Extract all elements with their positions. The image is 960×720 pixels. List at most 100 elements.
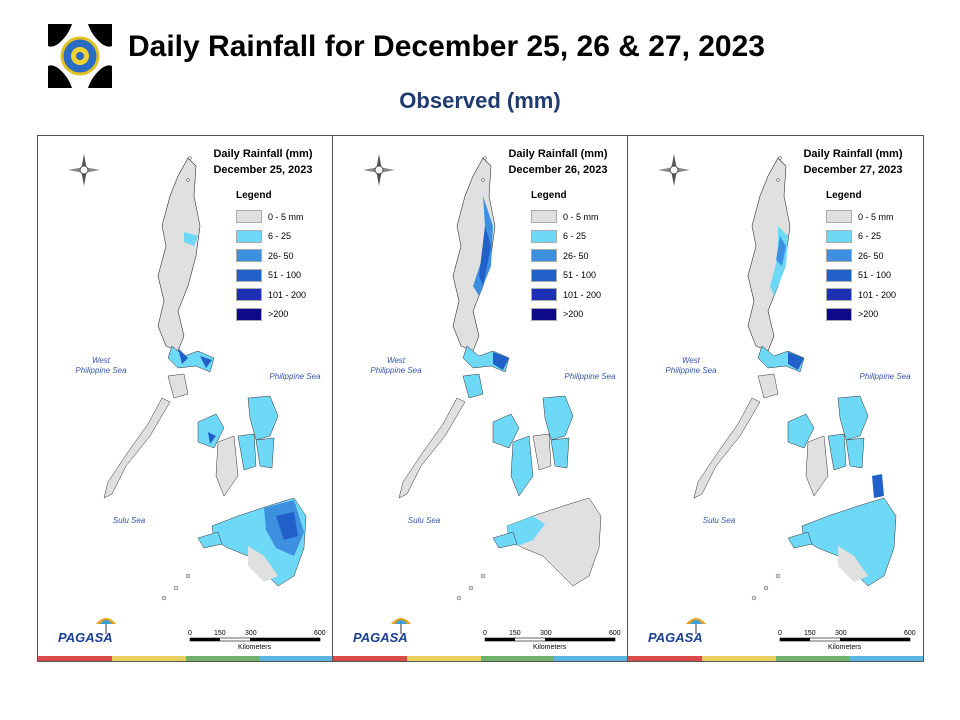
legend-item: 51 - 100 [236, 266, 331, 286]
legend-item: 51 - 100 [826, 266, 921, 286]
sea-label-west: West Philippine Sea [370, 356, 422, 375]
legend-item: 0 - 5 mm [236, 207, 331, 227]
panel-date: December 26, 2023 [508, 164, 608, 176]
legend-item: 26- 50 [236, 246, 331, 266]
philippines-map [103, 156, 321, 642]
scale-tick: 0 [188, 630, 192, 637]
legend-item: >200 [826, 305, 921, 325]
legend-label: 26- 50 [858, 250, 884, 261]
legend-item: 101 - 200 [236, 285, 331, 305]
legend-swatch [236, 210, 262, 224]
scale-tick: 600 [314, 630, 326, 637]
legend-title: Legend [236, 190, 272, 201]
page-title: Daily Rainfall for December 25, 26 & 27,… [128, 30, 765, 63]
rainfall-map-dec-27: Daily Rainfall (mm) December 27, 2023 Le… [628, 136, 923, 661]
legend-swatch [236, 307, 262, 321]
legend-swatch [531, 249, 557, 263]
legend-item: 101 - 200 [531, 285, 626, 305]
legend-label: >200 [563, 309, 584, 320]
legend-swatch [531, 307, 557, 321]
legend-item: 51 - 100 [531, 266, 626, 286]
scale-tick: 600 [609, 630, 621, 637]
scale-tick: 300 [540, 630, 552, 637]
legend-label: 6 - 25 [268, 231, 292, 242]
sea-label-west: West Philippine Sea [665, 356, 717, 375]
legend-swatch [826, 268, 852, 282]
legend-item: 6 - 25 [531, 227, 626, 247]
legend-label: 101 - 200 [563, 289, 602, 300]
legend-swatch [531, 288, 557, 302]
legend-swatch [826, 249, 852, 263]
legend-swatch [826, 288, 852, 302]
map-panels: Daily Rainfall (mm) December 25, 2023 Le… [37, 135, 924, 662]
legend-swatch [826, 229, 852, 243]
pagasa-logo [96, 618, 116, 634]
panel-title: Daily Rainfall (mm) December 27, 2023 [788, 146, 918, 178]
north-arrow-icon [658, 154, 690, 186]
panel-title-line1: Daily Rainfall (mm) [803, 148, 903, 160]
scale-unit: Kilometers [238, 644, 272, 651]
panel-date: December 25, 2023 [213, 164, 313, 176]
legend-item: 26- 50 [531, 246, 626, 266]
scale-unit: Kilometers [828, 644, 862, 651]
legend-title: Legend [826, 190, 862, 201]
legend-swatch [236, 268, 262, 282]
panel-title-line1: Daily Rainfall (mm) [213, 148, 313, 160]
legend: Legend 0 - 5 mm 6 - 25 26- 50 51 - 100 1… [826, 190, 921, 324]
rainfall-map-dec-26: Daily Rainfall (mm) December 26, 2023 Le… [333, 136, 628, 661]
sea-label-west: West Philippine Sea [75, 356, 127, 375]
page-subtitle: Observed (mm) [399, 88, 561, 113]
color-stripe [38, 656, 332, 661]
legend-label: >200 [858, 309, 879, 320]
legend-item: 0 - 5 mm [531, 207, 626, 227]
legend-item: >200 [531, 305, 626, 325]
legend-swatch [531, 229, 557, 243]
scale-tick: 600 [904, 630, 916, 637]
legend-label: 51 - 100 [563, 270, 597, 281]
scale-unit: Kilometers [533, 644, 567, 651]
legend-label: 101 - 200 [858, 289, 897, 300]
legend-label: 26- 50 [268, 250, 294, 261]
panel-date: December 27, 2023 [803, 164, 903, 176]
pagasa-logo [391, 618, 411, 634]
legend-label: 51 - 100 [858, 270, 892, 281]
pagasa-seal-logo [48, 24, 112, 88]
legend: Legend 0 - 5 mm 6 - 25 26- 50 51 - 100 1… [531, 190, 626, 324]
pagasa-wordmark: PAGASA [648, 630, 703, 645]
sea-label-sulu: Sulu Sea [112, 516, 146, 525]
scale-tick: 300 [835, 630, 847, 637]
panel-title-line1: Daily Rainfall (mm) [508, 148, 608, 160]
legend-title: Legend [531, 190, 567, 201]
scale-tick: 150 [509, 630, 521, 637]
pagasa-wordmark: PAGASA [353, 630, 408, 645]
scale-tick: 150 [214, 630, 226, 637]
philippines-map [693, 156, 911, 642]
color-stripe [628, 656, 923, 661]
legend-item: 6 - 25 [236, 227, 331, 247]
sea-label-east: Philippine Sea [564, 372, 616, 381]
legend-swatch [236, 249, 262, 263]
legend-item: 26- 50 [826, 246, 921, 266]
legend-swatch [826, 307, 852, 321]
scale-tick: 150 [804, 630, 816, 637]
legend-label: 26- 50 [563, 250, 589, 261]
legend-label: 6 - 25 [563, 231, 587, 242]
panel-title: Daily Rainfall (mm) December 25, 2023 [198, 146, 328, 178]
legend-swatch [236, 229, 262, 243]
sea-label-east: Philippine Sea [269, 372, 321, 381]
legend-swatch [826, 210, 852, 224]
legend-item: 0 - 5 mm [826, 207, 921, 227]
scale-tick: 0 [483, 630, 487, 637]
legend-label: 0 - 5 mm [858, 211, 894, 222]
north-arrow-icon [363, 154, 395, 186]
panel-title: Daily Rainfall (mm) December 26, 2023 [493, 146, 623, 178]
color-stripe [333, 656, 627, 661]
pagasa-logo [686, 618, 706, 634]
rainfall-map-dec-25: Daily Rainfall (mm) December 25, 2023 Le… [38, 136, 333, 661]
legend-swatch [531, 210, 557, 224]
legend-item: >200 [236, 305, 331, 325]
legend-item: 6 - 25 [826, 227, 921, 247]
legend-label: >200 [268, 309, 289, 320]
legend-label: 6 - 25 [858, 231, 882, 242]
north-arrow-icon [68, 154, 100, 186]
